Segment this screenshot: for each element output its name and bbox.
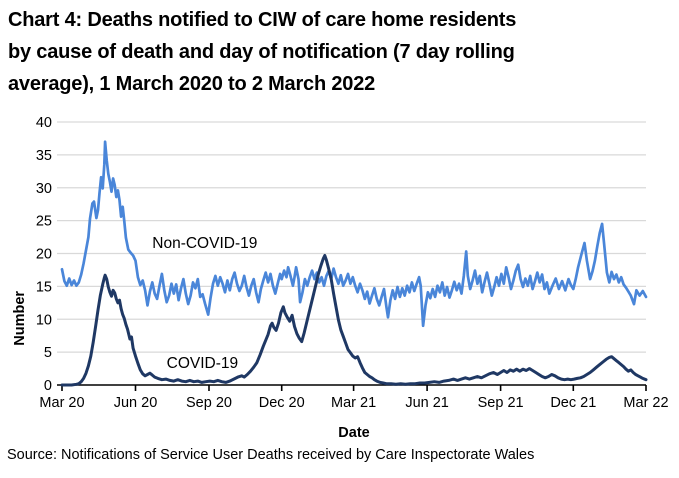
y-tick-label-20: 20: [36, 247, 52, 263]
chart-title-line-1: Chart 4: Deaths notified to CIW of care …: [8, 9, 517, 31]
y-tick-label-15: 15: [36, 279, 52, 295]
y-tick-label-35: 35: [36, 148, 52, 164]
y-axis-title: Number: [12, 291, 28, 346]
x-tick-label-Mar-22: Mar 22: [623, 395, 668, 411]
chart-title-line-3: average), 1 March 2020 to 2 March 2022: [8, 73, 376, 95]
y-tick-label-10: 10: [36, 312, 52, 328]
y-tick-label-25: 25: [36, 214, 52, 230]
x-tick-label-Jun-20: Jun 20: [114, 395, 158, 411]
source-note: Source: Notifications of Service User De…: [7, 447, 535, 463]
series-line-non-covid-19: [60, 140, 648, 328]
y-tick-label-30: 30: [36, 181, 52, 197]
y-tick-label-5: 5: [44, 345, 52, 361]
x-tick-label-Mar-20: Mar 20: [39, 395, 84, 411]
x-tick-label-Jun-21: Jun 21: [405, 395, 449, 411]
y-tick-label-40: 40: [36, 115, 52, 131]
series-annotation-non-covid-19: Non-COVID-19: [152, 235, 257, 252]
x-axis-title: Date: [338, 425, 369, 441]
chart-title-line-2: by cause of death and day of notificatio…: [8, 41, 515, 63]
x-tick-label-Dec-21: Dec 21: [550, 395, 596, 411]
x-tick-label-Sep-21: Sep 21: [478, 395, 524, 411]
x-tick-label-Dec-20: Dec 20: [259, 395, 305, 411]
chart-title: Chart 4: Deaths notified to CIW of care …: [8, 4, 648, 100]
y-tick-label-0: 0: [44, 378, 52, 394]
x-tick-label-Sep-20: Sep 20: [186, 395, 232, 411]
series-line-covid-19: [60, 254, 648, 387]
x-tick-label-Mar-21: Mar 21: [331, 395, 376, 411]
series-annotation-covid-19: COVID-19: [167, 355, 239, 372]
